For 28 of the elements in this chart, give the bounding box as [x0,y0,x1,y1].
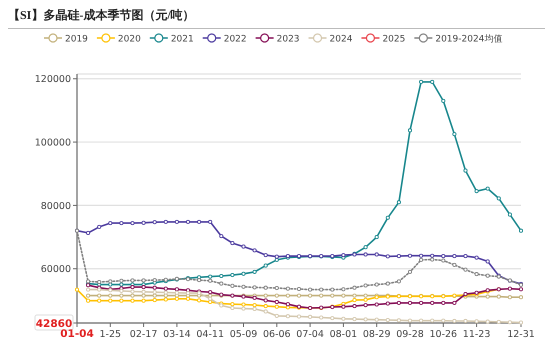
legend-label: 2019-2024均值 [435,34,502,44]
x-tick-label: 06-06 [262,329,291,340]
chart-title: 【SI】多晶硅-成本季节图（元/吨） [8,8,195,22]
x-tick-label: 11-23 [462,329,490,340]
x-tick-label: 05-09 [230,329,258,340]
x-tick-label: 02-17 [130,329,158,340]
y-tick-label: 60000 [40,264,71,276]
legend-label: 2022 [224,34,247,44]
y-tick-label: 80000 [40,200,71,212]
x-tick-label: 08-29 [362,329,391,340]
legend-label: 2021 [170,34,194,44]
x-tick-label: 07-04 [296,329,324,340]
legend-label: 2020 [118,34,142,44]
x-tick-label: 09-28 [396,329,424,340]
legend-label: 2023 [276,34,300,44]
y-tick-label: 120000 [34,74,71,86]
x-tick-label: 12-31 [507,329,535,340]
y-tick-label: 42860 [36,318,72,330]
legend-label: 2024 [330,34,353,44]
x-tick-label: 01-04 [60,328,94,340]
x-tick-label: 04-11 [196,329,224,340]
x-tick-label: 03-14 [163,329,191,340]
x-tick-label: 08-01 [330,329,358,340]
y-tick-label: 100000 [34,138,71,149]
x-tick-label: 10-26 [429,329,458,340]
legend-label: 2019 [65,34,88,44]
x-tick-label: 1-25 [100,329,122,340]
legend-label: 2025 [382,34,406,44]
